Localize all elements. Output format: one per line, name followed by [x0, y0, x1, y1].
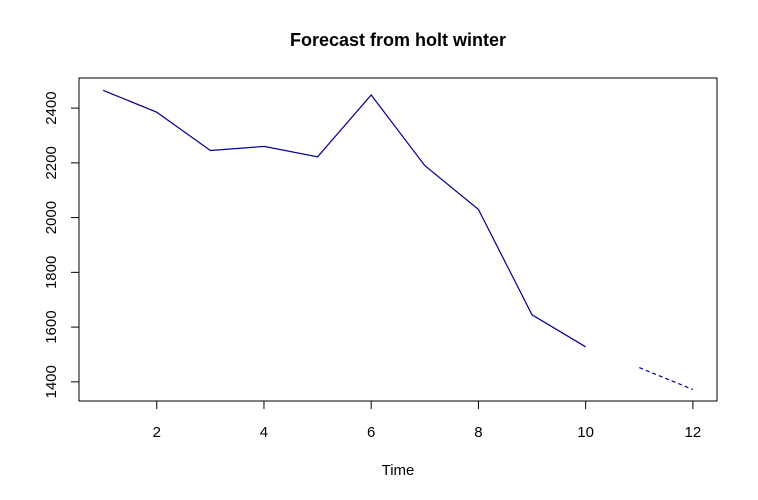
- y-tick-label: 1600: [43, 310, 60, 343]
- y-axis: 1400 1600 1800 2000 2200 2400: [43, 91, 80, 399]
- y-tick-label: 2400: [43, 91, 60, 124]
- chart-title: Forecast from holt winter: [290, 30, 506, 50]
- y-tick-label: 1400: [43, 365, 60, 398]
- x-axis: 2 4 6 8 10 12: [153, 400, 702, 441]
- x-tick-label: 4: [260, 424, 268, 441]
- x-tick-label: 8: [474, 424, 482, 441]
- y-tick-label: 2200: [43, 146, 60, 179]
- y-tick-label: 2000: [43, 201, 60, 234]
- x-axis-label: Time: [382, 462, 415, 479]
- x-tick-label: 6: [367, 424, 375, 441]
- plot-frame: [78, 77, 718, 402]
- forecast-line: [639, 367, 694, 391]
- observed-line: [102, 89, 586, 348]
- x-tick-label: 10: [577, 424, 594, 441]
- y-tick-label: 1800: [43, 256, 60, 289]
- x-tick-label: 2: [153, 424, 161, 441]
- series-layer: [102, 89, 694, 391]
- x-tick-label: 12: [685, 424, 702, 441]
